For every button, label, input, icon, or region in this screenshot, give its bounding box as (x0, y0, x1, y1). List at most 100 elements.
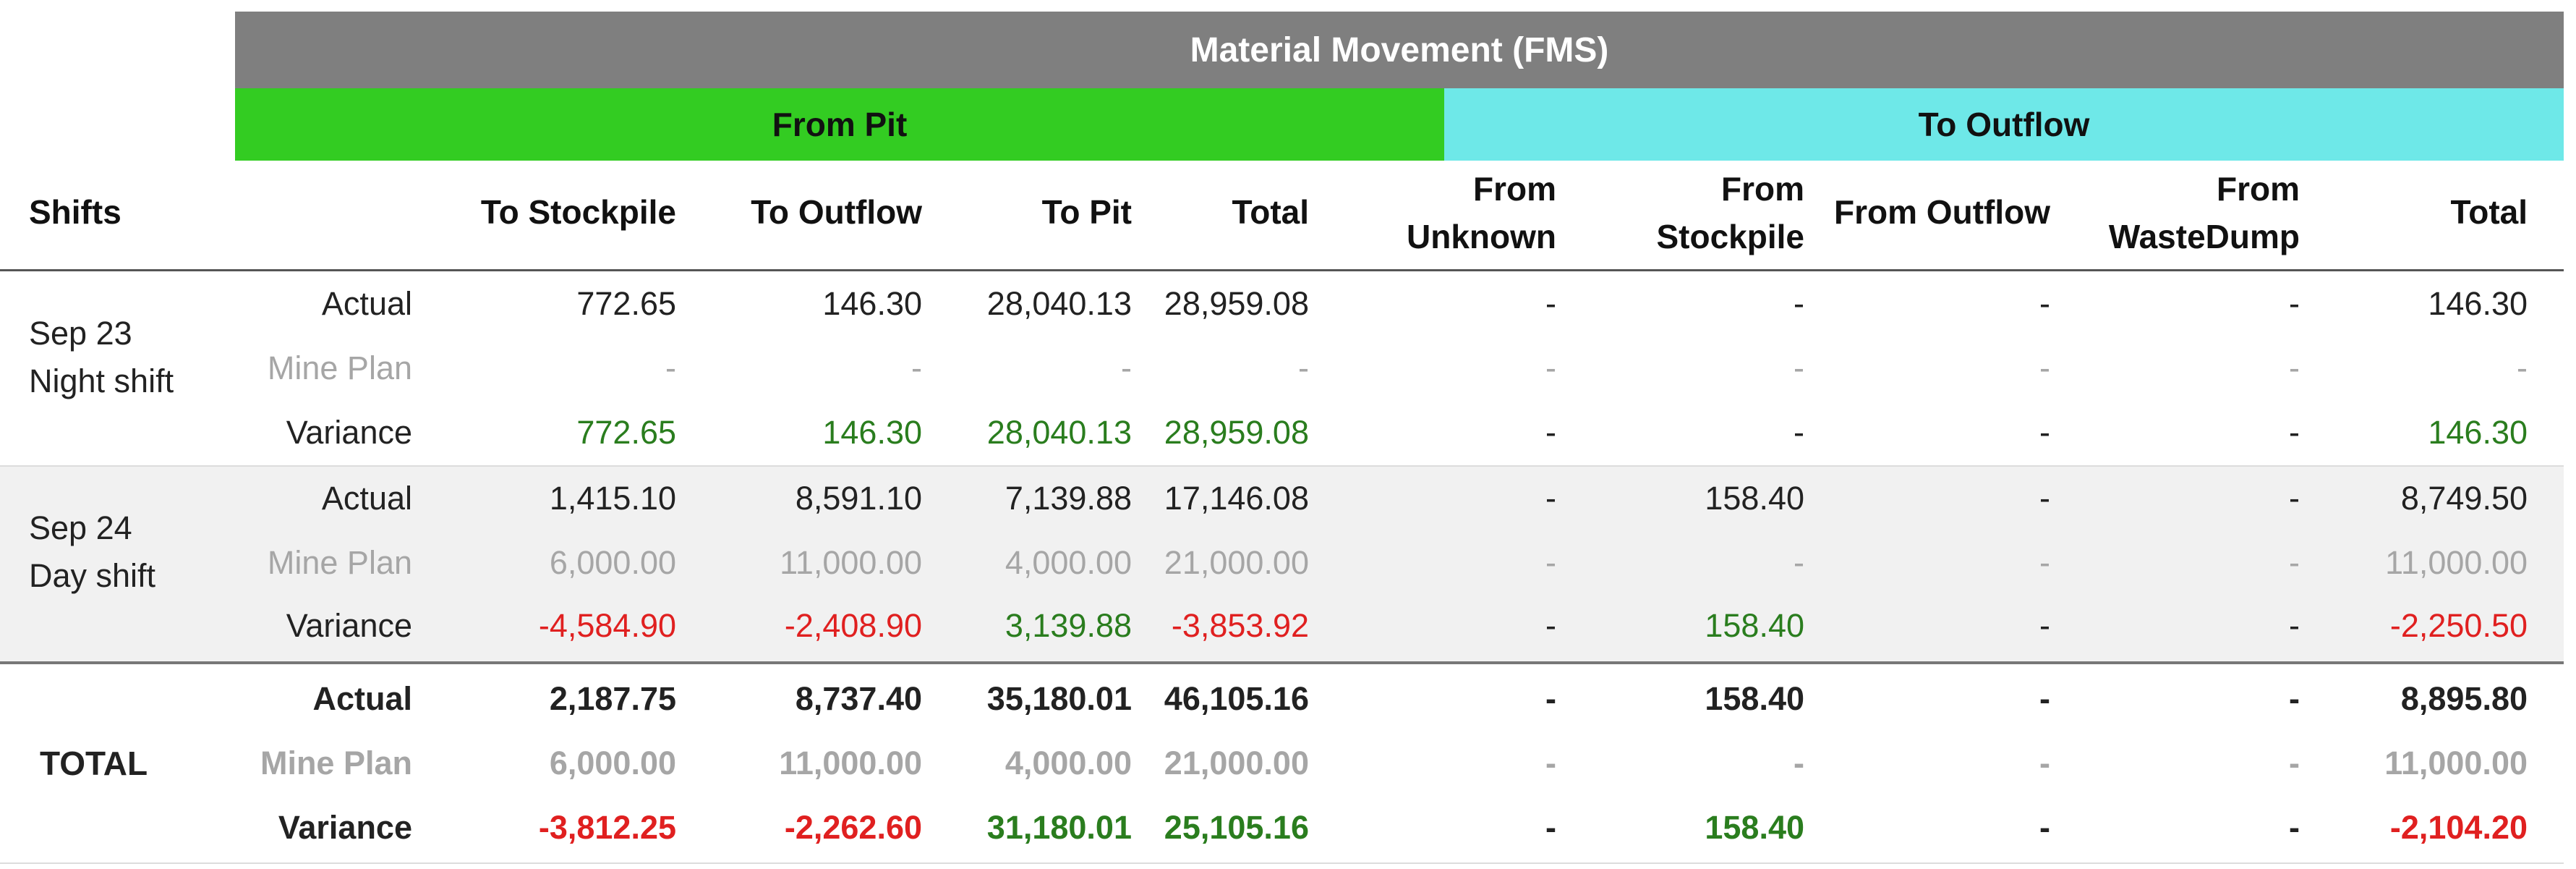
table-cell: -2,262.60 (784, 809, 922, 846)
table-cell: - (2039, 809, 2050, 846)
table-cell: 1,415.10 (549, 480, 676, 517)
table-cell: 46,105.16 (1164, 680, 1309, 717)
table-cell: 28,040.13 (986, 285, 1132, 322)
shift-name: Sep 24 Day shift (29, 504, 155, 600)
table-cell: 4,000.00 (1005, 745, 1132, 781)
shift-type: Day shift (29, 557, 156, 594)
table-cell: - (2039, 544, 2050, 581)
table-cell: - (1545, 285, 1556, 322)
table-cell: - (1545, 480, 1556, 517)
table-cell: 11,000.00 (2385, 544, 2528, 581)
table-cell: 11,000.00 (779, 745, 922, 781)
column-header-line1: From (1473, 170, 1556, 208)
row-label-actual: Actual (312, 680, 412, 717)
column-header: From WasteDump (2054, 165, 2300, 260)
table-cell: - (2517, 349, 2528, 386)
table-cell: - (2039, 285, 2050, 322)
table-cell: 772.65 (576, 285, 676, 322)
table-cell: 35,180.01 (986, 680, 1132, 717)
row-divider (0, 465, 2564, 467)
table-cell: - (2039, 745, 2050, 781)
table-cell: - (1794, 745, 1804, 781)
table-cell: - (911, 349, 922, 386)
table-cell: 146.30 (822, 414, 922, 451)
table-cell: - (1545, 414, 1556, 451)
column-header-line2: Total (2450, 193, 2528, 231)
table-cell: - (1545, 680, 1556, 717)
table-cell: -3,853.92 (1171, 607, 1309, 644)
table-cell: - (1794, 544, 1804, 581)
table-cell: - (2289, 745, 2300, 781)
table-cell: -2,408.90 (784, 607, 922, 644)
table-cell: 8,737.40 (795, 680, 922, 717)
column-header-line2: From Outflow (1834, 193, 2050, 231)
column-header: From Unknown (1310, 165, 1556, 260)
table-cell: - (1545, 809, 1556, 846)
shift-row-band-alt (0, 466, 2564, 663)
table-cell: - (2289, 809, 2300, 846)
table-cell: 146.30 (822, 285, 922, 322)
shift-name: Sep 23 Night shift (29, 310, 174, 405)
column-header-line1: From (1721, 170, 1804, 208)
shift-date: Sep 24 (29, 509, 132, 546)
table-cell: 2,187.75 (549, 680, 676, 717)
row-label-actual: Actual (321, 480, 412, 517)
table-cell: 11,000.00 (780, 544, 922, 581)
table-cell: - (665, 349, 676, 386)
table-cell: 158.40 (1705, 809, 1804, 846)
group-header-to-outflow: To Outflow (1444, 88, 2564, 161)
row-label-variance: Variance (286, 607, 412, 644)
table-cell: 3,139.88 (1005, 607, 1132, 644)
table-cell: 146.30 (2428, 285, 2528, 322)
table-cell: - (2289, 285, 2300, 322)
table-cell: - (1794, 414, 1804, 451)
column-header-line1: From (2217, 170, 2300, 208)
row-label-variance: Variance (286, 414, 412, 451)
table-cell: 4,000.00 (1005, 544, 1132, 581)
group-header-from-pit: From Pit (235, 88, 1444, 161)
row-label-plan: Mine Plan (267, 349, 412, 386)
total-label: TOTAL (40, 745, 148, 782)
shift-date: Sep 23 (29, 315, 132, 352)
table-cell: - (2289, 480, 2300, 517)
column-header-line2: Unknown (1407, 218, 1556, 255)
table-cell: - (1794, 285, 1804, 322)
table-cell: - (2289, 414, 2300, 451)
table-cell: 6,000.00 (549, 544, 676, 581)
table-cell: - (2289, 349, 2300, 386)
table-cell: -4,584.90 (538, 607, 676, 644)
column-header: Total (2282, 188, 2528, 236)
table-cell: -3,812.25 (538, 809, 676, 846)
table-cell: 8,895.80 (2400, 680, 2528, 717)
table-cell: - (1298, 349, 1309, 386)
table-cell: -2,104.20 (2389, 809, 2528, 846)
total-divider (0, 661, 2564, 664)
column-header-line2: To Outflow (751, 193, 922, 231)
column-header-line2: Total (1232, 193, 1309, 231)
table-cell: 11,000.00 (2384, 745, 2528, 781)
table-cell: 28,959.08 (1164, 414, 1309, 451)
table-cell: 158.40 (1705, 607, 1804, 644)
table-cell: 28,040.13 (986, 414, 1132, 451)
table-cell: 6,000.00 (549, 745, 676, 781)
table-cell: 158.40 (1705, 480, 1804, 517)
table-cell: - (2039, 349, 2050, 386)
table-cell: - (2289, 680, 2300, 717)
table-cell: 7,139.88 (1005, 480, 1132, 517)
column-header: To Pit (886, 188, 1132, 236)
column-header: To Outflow (676, 188, 922, 236)
row-label-plan: Mine Plan (260, 745, 412, 781)
column-header-line2: To Pit (1041, 193, 1132, 231)
table-cell: 21,000.00 (1164, 745, 1309, 781)
table-cell: - (1794, 349, 1804, 386)
column-header-line2: WasteDump (2108, 218, 2300, 255)
table-bottom-border (0, 862, 2564, 864)
table-cell: - (1545, 544, 1556, 581)
table-cell: - (2039, 607, 2050, 644)
table-title: Material Movement (FMS) (235, 12, 2564, 88)
table-cell: 17,146.08 (1164, 480, 1309, 517)
table-cell: - (1545, 745, 1556, 781)
table-cell: - (1545, 607, 1556, 644)
column-header-shifts: Shifts (29, 193, 121, 231)
shift-type: Night shift (29, 363, 174, 399)
